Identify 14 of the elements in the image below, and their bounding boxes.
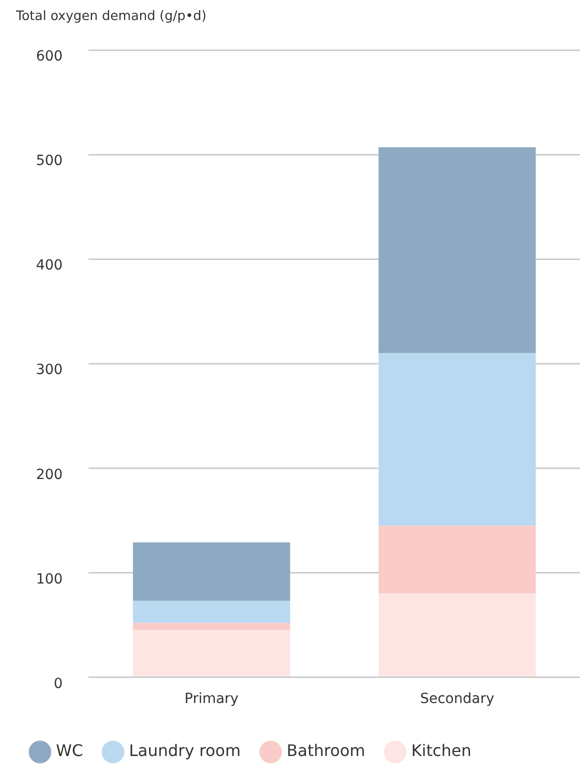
y-tick-label: 400 <box>36 258 63 274</box>
y-tick-label: 300 <box>36 362 63 378</box>
y-tick-label: 100 <box>36 571 63 588</box>
y-tick-label: 200 <box>36 466 63 483</box>
legend-label: Kitchen <box>411 741 472 760</box>
legend-label: WC <box>56 741 83 760</box>
legend-label: Laundry room <box>128 741 241 760</box>
y-tick-label: 0 <box>54 676 63 692</box>
y-tick-label: 500 <box>36 153 63 170</box>
y-tick-label: 600 <box>36 48 63 65</box>
x-tick-label: Primary <box>184 691 239 708</box>
x-tick-label: Secondary <box>420 691 494 708</box>
legend-label: Bathroom <box>286 741 366 760</box>
y-axis-title: Total oxygen demand (g/p•d) <box>15 8 207 24</box>
